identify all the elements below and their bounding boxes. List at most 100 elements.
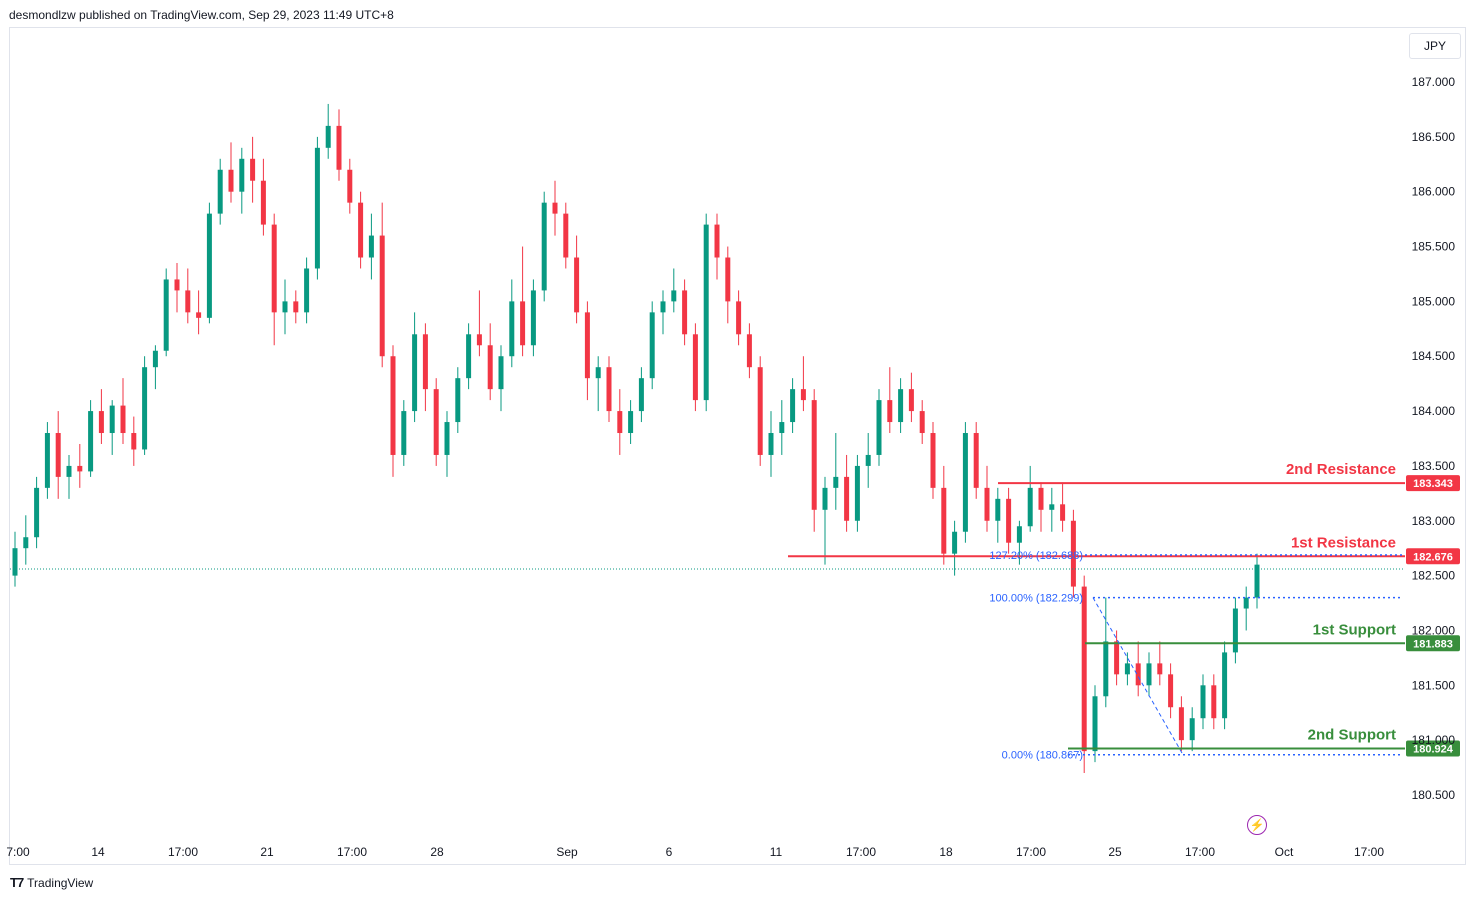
candle-body: [174, 279, 180, 291]
brand-text: TradingView: [27, 875, 94, 890]
candle: [628, 400, 634, 444]
candle: [455, 367, 461, 434]
candle-body: [1146, 663, 1152, 686]
candle: [1135, 641, 1141, 697]
candle: [401, 400, 407, 466]
candle-body: [401, 411, 407, 455]
candle: [617, 389, 623, 455]
candle: [887, 367, 893, 434]
candle: [811, 389, 817, 532]
candle: [304, 257, 310, 324]
publisher-caption: desmondlzw published on TradingView.com,…: [9, 8, 394, 22]
tradingview-logo-icon: T7: [10, 875, 24, 890]
candle: [217, 158, 223, 225]
candle: [595, 356, 601, 412]
candle: [1038, 482, 1044, 532]
candle-body: [1070, 520, 1076, 587]
candle-body: [1114, 641, 1120, 675]
candle: [649, 301, 655, 390]
fib-level-label: 127.20% (182.688): [989, 550, 1083, 562]
candle-body: [142, 367, 148, 450]
candle: [865, 433, 871, 488]
candle-body: [1189, 718, 1195, 741]
candle: [876, 389, 882, 466]
candle: [1232, 597, 1238, 664]
candle-body: [1103, 641, 1109, 697]
level-price-text: 182.676: [1413, 551, 1453, 563]
candle-body: [509, 301, 515, 357]
candle: [120, 378, 126, 444]
candle: [682, 279, 688, 346]
candle: [23, 515, 29, 565]
candle: [1157, 641, 1163, 686]
candle: [163, 268, 169, 357]
candle: [746, 323, 752, 379]
candle: [898, 378, 904, 434]
candle-body: [455, 378, 461, 423]
candle-body: [1081, 586, 1087, 752]
candle: [1027, 465, 1033, 532]
candle-body: [574, 257, 580, 313]
candle: [347, 158, 353, 214]
candle-body: [606, 367, 612, 412]
candle-body: [476, 334, 482, 346]
candle-body: [865, 454, 871, 466]
candle-body: [1168, 674, 1174, 708]
candle-body: [185, 290, 191, 313]
candle-body: [941, 487, 947, 554]
candle-body: [250, 158, 256, 181]
fib-level-label: 0.00% (180.867): [1002, 750, 1083, 762]
y-tick-label: 185.000: [1412, 294, 1456, 308]
candle-body: [1016, 526, 1022, 543]
candle: [1146, 652, 1152, 697]
candle-body: [617, 411, 623, 434]
candle: [584, 301, 590, 401]
candle: [660, 290, 666, 335]
candle-body: [1092, 696, 1098, 752]
x-tick-label: 28: [430, 845, 444, 859]
candle-body: [1006, 498, 1012, 543]
x-tick-label: 17:00: [337, 845, 367, 859]
currency-selector[interactable]: JPY: [1409, 33, 1461, 59]
x-tick-label: 6: [666, 845, 673, 859]
candle: [174, 262, 180, 313]
candle-body: [44, 433, 50, 488]
candle-body: [77, 465, 83, 472]
candle-body: [1232, 608, 1238, 653]
candle: [336, 109, 342, 181]
candle: [833, 433, 839, 510]
tradingview-brand[interactable]: T7 TradingView: [10, 875, 93, 890]
level-price-badge: [1406, 740, 1460, 757]
candle: [725, 246, 731, 324]
candle: [282, 279, 288, 335]
candle-body: [314, 147, 320, 269]
candle-body: [282, 301, 288, 313]
candle: [541, 191, 547, 302]
lightning-icon[interactable]: ⚡: [1247, 815, 1267, 835]
x-tick-label: 25: [1108, 845, 1122, 859]
candle: [109, 400, 115, 455]
candle-body: [293, 301, 299, 313]
candle-body: [1254, 564, 1260, 598]
candle: [1124, 652, 1130, 686]
candle: [1081, 575, 1087, 774]
candle-body: [682, 290, 688, 335]
candle-body: [757, 367, 763, 455]
candle-body: [768, 433, 774, 455]
candle: [358, 191, 364, 269]
candle: [908, 372, 914, 423]
candle-body: [239, 158, 245, 192]
y-tick-label: 182.500: [1412, 569, 1456, 583]
candle: [498, 345, 504, 412]
candle: [1060, 482, 1066, 532]
y-tick-label: 183.000: [1412, 514, 1456, 528]
candle-body: [649, 312, 655, 379]
candle-body: [196, 312, 202, 318]
candle: [239, 147, 245, 214]
candle-body: [131, 433, 137, 450]
candle-body: [628, 411, 634, 434]
candle: [34, 476, 40, 549]
candle: [1049, 487, 1055, 532]
candle-body: [1211, 685, 1217, 719]
